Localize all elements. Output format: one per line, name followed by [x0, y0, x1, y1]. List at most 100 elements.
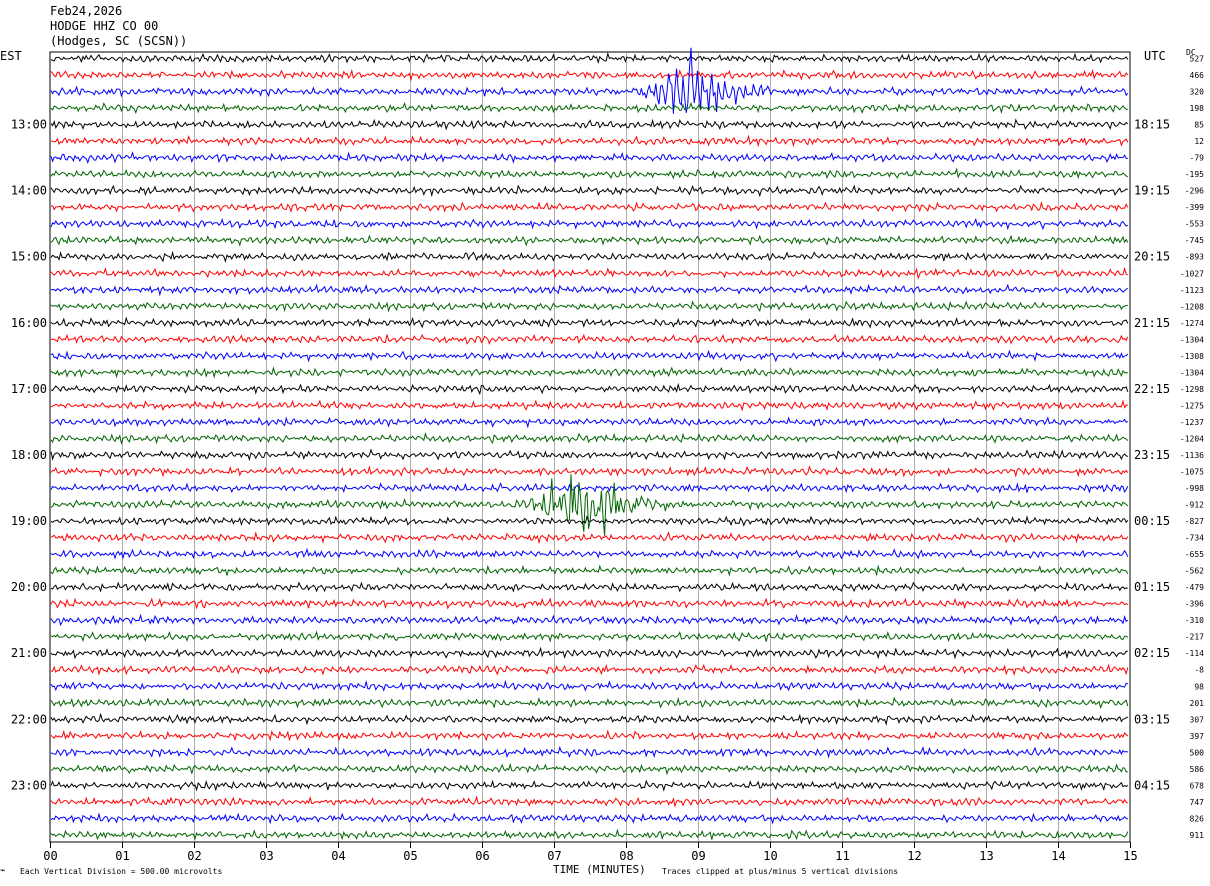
x-tick-label: 00: [43, 849, 57, 863]
trace-line: [50, 597, 1129, 610]
x-tick-label: 15: [1123, 849, 1137, 863]
x-tick-label: 03: [259, 849, 273, 863]
dc-offset-label: -79: [1190, 154, 1205, 163]
dc-offset-label: -1237: [1180, 418, 1204, 427]
date-label: Feb24,2026: [50, 4, 123, 18]
right-hour-label: 22:15: [1134, 382, 1170, 396]
dc-offset-label: 198: [1190, 104, 1205, 113]
dc-offset-label: 201: [1190, 699, 1205, 708]
dc-offset-label: -396: [1185, 600, 1204, 609]
plot-frame: [49, 51, 1131, 843]
trace-line: [50, 432, 1129, 445]
x-tick-label: 08: [619, 849, 633, 863]
left-hour-label: 19:00: [11, 514, 47, 528]
left-hour-label: 21:00: [11, 646, 47, 660]
left-hour-label: 23:00: [11, 778, 47, 792]
right-hour-label: 02:15: [1134, 646, 1170, 660]
trace-line: [50, 474, 1129, 536]
dc-offset-label: 586: [1190, 765, 1205, 774]
dc-offset-label: -912: [1185, 501, 1204, 510]
left-hour-label: 15:00: [11, 250, 47, 264]
dc-offset-label: -1027: [1180, 269, 1204, 278]
trace-line: [50, 745, 1128, 759]
dc-offset-label: 747: [1190, 798, 1205, 807]
x-tick-label: 04: [331, 849, 345, 863]
dc-offset-label: -1298: [1180, 385, 1204, 394]
dc-offset-label: -217: [1185, 633, 1204, 642]
dc-offset-label: -1136: [1180, 451, 1204, 460]
dc-offset-label: -296: [1185, 187, 1204, 196]
dc-offset-label: -1123: [1180, 286, 1204, 295]
trace-line: [50, 250, 1129, 263]
trace-line: [50, 448, 1129, 462]
dc-offset-label: 397: [1190, 732, 1205, 741]
right-hour-label: 04:15: [1134, 778, 1170, 792]
trace-line: [50, 762, 1128, 776]
dc-offset-label: 320: [1190, 88, 1205, 97]
x-tick-label: 12: [907, 849, 921, 863]
trace-line: [50, 663, 1129, 676]
location-label: (Hodges, SC (SCSN)): [50, 34, 188, 48]
dc-offset-label: 98: [1194, 682, 1204, 691]
x-axis-title: TIME (MINUTES): [553, 863, 646, 876]
dc-offset-label: -562: [1185, 567, 1204, 576]
trace-line: [50, 382, 1129, 396]
dc-header-label: DC: [1186, 48, 1196, 57]
dc-offset-label: -1304: [1180, 335, 1204, 344]
right-hour-label: 20:15: [1134, 250, 1170, 264]
dc-offset-label: 12: [1194, 137, 1204, 146]
dc-offset-label: -195: [1185, 170, 1204, 179]
dc-offset-label: -8: [1194, 666, 1204, 675]
x-tick-label: 05: [403, 849, 417, 863]
x-tick-label: 13: [979, 849, 993, 863]
dc-offset-label: 527: [1190, 55, 1205, 64]
left-hour-label: 22:00: [11, 712, 47, 726]
x-tick-label: 14: [1051, 849, 1065, 863]
dc-offset-label: -1075: [1180, 468, 1204, 477]
trace-line: [50, 779, 1129, 792]
dc-offset-label: -745: [1185, 236, 1204, 245]
trace-line: [50, 482, 1129, 494]
trace-line: [50, 465, 1129, 478]
trace-line: [50, 630, 1129, 643]
dc-offset-label: -553: [1185, 220, 1204, 229]
trace-line: [50, 399, 1128, 412]
trace-line: [50, 828, 1129, 841]
trace-line: [50, 712, 1129, 726]
dc-offset-label: -1274: [1180, 319, 1204, 328]
dc-offset-label: 678: [1190, 781, 1205, 790]
x-tick-label: 02: [187, 849, 201, 863]
dc-offset-label: 911: [1190, 831, 1205, 840]
dc-offset-label: 85: [1194, 121, 1204, 130]
right-hour-label: 00:15: [1134, 514, 1170, 528]
dc-offset-label: -893: [1185, 253, 1204, 262]
x-tick-label: 06: [475, 849, 489, 863]
trace-line: [50, 349, 1129, 363]
x-tick-label: 09: [691, 849, 705, 863]
trace-line: [50, 283, 1129, 297]
right-hour-label: 01:15: [1134, 580, 1170, 594]
trace-line: [50, 68, 1129, 82]
trace-line: [50, 151, 1128, 165]
left-hour-label: 16:00: [11, 316, 47, 330]
left-hour-label: 13:00: [11, 118, 47, 132]
dc-offset-label: -399: [1185, 203, 1204, 212]
trace-line: [50, 267, 1129, 280]
x-tick-label: 01: [115, 849, 129, 863]
dc-offset-label: -310: [1185, 616, 1204, 625]
dc-offset-label: -1204: [1180, 434, 1204, 443]
trace-line: [50, 234, 1129, 247]
trace-line: [50, 51, 1129, 65]
right-hour-label: 21:15: [1134, 316, 1170, 330]
trace-line: [50, 696, 1129, 710]
dc-offset-label: -1304: [1180, 368, 1204, 377]
trace-line: [50, 316, 1129, 329]
x-tick-label: 07: [547, 849, 561, 863]
trace-line: [50, 581, 1128, 593]
trace-line: [50, 47, 1129, 114]
left-hour-label: 18:00: [11, 448, 47, 462]
right-hour-label: 23:15: [1134, 448, 1170, 462]
trace-line: [50, 812, 1129, 825]
trace-line: [50, 184, 1128, 198]
